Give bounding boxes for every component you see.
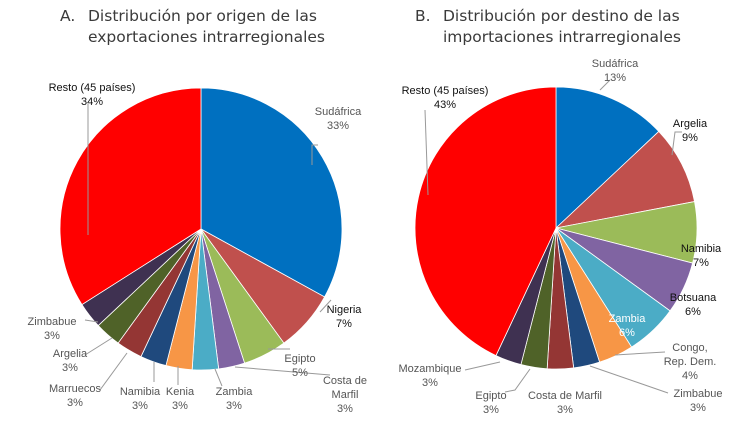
data-label-value: 3% — [557, 404, 573, 416]
data-label: Sudáfrica 13% — [592, 57, 638, 85]
data-label-name: Marruecos — [49, 383, 101, 395]
pie-slice-sud-frica — [200, 87, 343, 298]
data-label: Costa de Marfil 3% — [323, 374, 367, 416]
data-label: Zambia 6% — [609, 312, 646, 340]
data-label: Namibia 3% — [120, 385, 160, 413]
data-label-value: 13% — [603, 72, 627, 84]
data-label-name: Namibia — [680, 243, 722, 255]
data-label-value: 3% — [422, 377, 438, 389]
chart-a-title: A. Distribución por origen de las export… — [60, 6, 325, 48]
data-label: Namibia 7% — [681, 242, 721, 270]
leader-line — [614, 351, 666, 356]
data-label-value: 34% — [80, 96, 104, 108]
chart-a-title-line-1: Distribución por origen de las — [88, 7, 317, 25]
chart-b-title: B. Distribución por destino de las impor… — [415, 6, 681, 48]
data-label-value: 3% — [172, 400, 188, 412]
data-label-name: Resto (45 países) — [401, 85, 489, 97]
data-label-value: 3% — [67, 397, 83, 409]
data-label-name: Zambia — [215, 386, 253, 398]
data-label: Resto (45 países) 34% — [49, 81, 136, 109]
leader-line — [311, 144, 318, 165]
data-label: Argelia 9% — [673, 117, 707, 145]
data-label: Resto (45 países) 43% — [402, 84, 489, 112]
leader-line — [671, 131, 682, 156]
data-label: Congo, Rep. Dem. 4% — [664, 341, 717, 383]
leader-line — [589, 365, 669, 394]
data-label-value: 7% — [336, 318, 352, 330]
pie-slice-sud-frica — [555, 86, 660, 229]
data-label-name: Sudáfrica — [591, 58, 639, 70]
data-label-name: Zimbabue — [673, 388, 723, 400]
pie-slice-resto-45-pa-ses- — [59, 87, 202, 306]
chart-a-panel-letter: A. — [60, 7, 76, 25]
data-label-value: 3% — [44, 330, 60, 342]
data-label-name: Zimbabue — [27, 316, 77, 328]
data-label-name: Botsuana — [669, 292, 717, 304]
data-label-name: Resto (45 países) — [48, 82, 136, 94]
data-label-value: 3% — [483, 404, 499, 416]
data-label-name: Costa de Marfil — [528, 390, 602, 402]
data-label-value: 6% — [619, 327, 635, 339]
data-label-value: 3% — [62, 362, 78, 374]
data-label-value: 43% — [433, 99, 457, 111]
chart-a-title-line-2: exportaciones intrarregionales — [88, 28, 325, 46]
chart-b-title-line-1: Distribución por destino de las — [443, 7, 680, 25]
leader-line — [464, 361, 501, 371]
data-label: Zambia 3% — [216, 385, 253, 413]
leader-line — [424, 109, 429, 196]
data-label: Egipto 5% — [284, 352, 315, 380]
data-label-name: Egipto — [475, 390, 507, 402]
data-label: Marruecos 3% — [49, 382, 101, 410]
pie-slice-argelia — [554, 130, 695, 229]
leader-line — [214, 368, 223, 387]
leader-line — [84, 319, 99, 323]
data-label-name: Mozambique — [398, 363, 462, 375]
data-label: Botsuana 6% — [670, 291, 716, 319]
chart-b-title-line-2: importaciones intrarregionales — [443, 28, 681, 46]
data-label-name: Sudáfrica — [314, 106, 362, 118]
data-label: Zimbabue 3% — [674, 387, 723, 415]
data-label-value: 7% — [693, 257, 709, 269]
data-label-value: 3% — [226, 400, 242, 412]
data-label-name: Kenia — [165, 386, 195, 398]
leader-line — [319, 299, 332, 313]
data-label-value: 3% — [690, 402, 706, 414]
data-label: Sudáfrica 33% — [315, 105, 361, 133]
leader-line — [84, 337, 113, 356]
leader-line — [234, 366, 331, 376]
data-label: Mozambique 3% — [399, 362, 462, 390]
data-label-value: 3% — [132, 400, 148, 412]
data-label-name: Zambia — [608, 313, 646, 325]
data-label-name: Argelia — [52, 348, 88, 360]
leader-line — [504, 368, 531, 393]
data-label-value: 3% — [337, 403, 353, 415]
data-label: Egipto 3% — [475, 389, 506, 417]
leader-line — [599, 79, 611, 91]
data-label: Argelia 3% — [53, 347, 87, 375]
data-label-name: Congo, Rep. Dem. — [663, 342, 717, 368]
data-label-name: Namibia — [119, 386, 161, 398]
data-label-value: 4% — [682, 370, 698, 382]
leader-line — [99, 352, 128, 391]
data-label-value: 33% — [326, 120, 350, 132]
data-label: Nigeria 7% — [327, 303, 362, 331]
data-label-name: Egipto — [284, 353, 316, 365]
data-label: Kenia 3% — [166, 385, 194, 413]
data-label-value: 5% — [292, 367, 308, 379]
data-label: Costa de Marfil 3% — [528, 389, 602, 417]
data-label-name: Argelia — [672, 118, 708, 130]
data-label-value: 6% — [685, 306, 701, 318]
pie-slice-resto-45-pa-ses- — [414, 86, 557, 357]
data-label-name: Nigeria — [326, 304, 362, 316]
chart-b-panel-letter: B. — [415, 7, 431, 25]
data-label-name: Costa de Marfil — [322, 375, 368, 401]
data-label: Zimbabue 3% — [28, 315, 77, 343]
data-label-value: 9% — [682, 132, 698, 144]
